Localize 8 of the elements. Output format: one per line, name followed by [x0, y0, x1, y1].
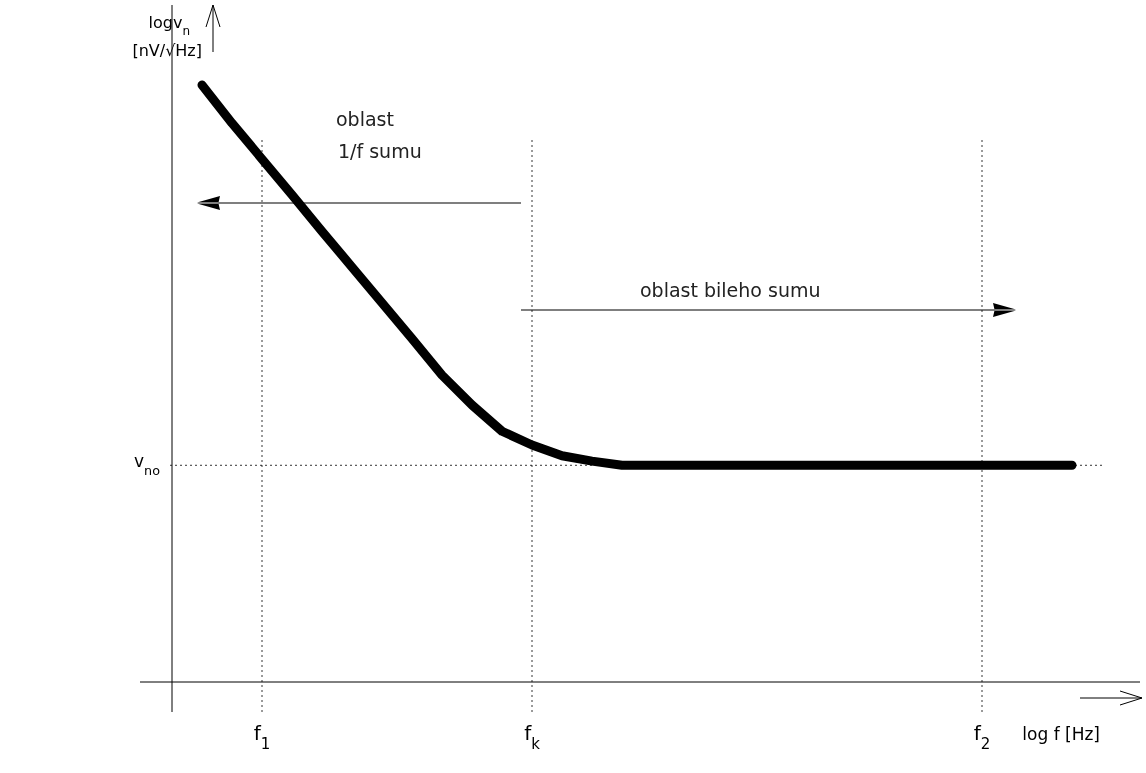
- x-tick-label: f$_{k}$: [524, 721, 541, 753]
- x-tick-label: f$_{2}$: [973, 721, 991, 753]
- annotation: oblast bileho sumu: [640, 279, 821, 301]
- annotation: oblast 1/f sumu: [336, 108, 422, 162]
- x-axis-title: log f [Hz]: [1022, 724, 1100, 744]
- x-tick-label: f$_{1}$: [253, 721, 271, 753]
- y-axis-title: logv$_{n}$ [nV/√Hz]: [132, 13, 202, 60]
- ref-line-label: v$_{no}$: [134, 451, 161, 478]
